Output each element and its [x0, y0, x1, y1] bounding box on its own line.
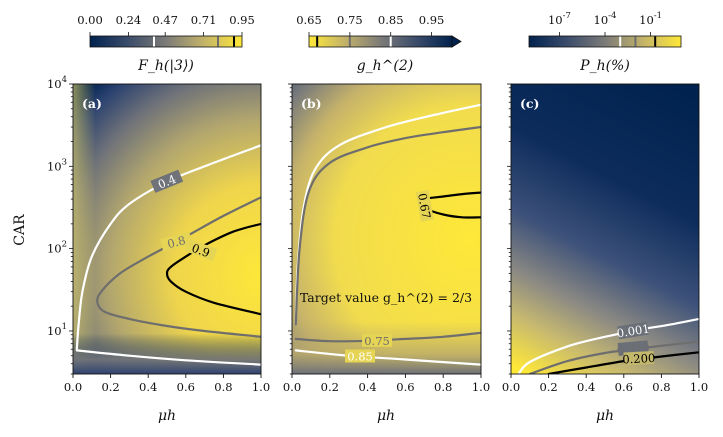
- y-axis-label: CAR: [12, 214, 28, 246]
- contour-label-bg: [362, 333, 393, 347]
- colorbar-tick-label: 0.85: [378, 13, 404, 27]
- contour-label-bg: [617, 321, 649, 340]
- colorbar-tick-label: 0.47: [152, 13, 178, 27]
- colorbar-tick-label: 0.71: [191, 13, 217, 27]
- panel-b-contours: 0.67 0.750.85: [294, 103, 481, 366]
- panel-b-heatmap: 0.67 0.750.85: [292, 84, 481, 374]
- contour-line-0-001: [517, 317, 699, 374]
- contour-line-0-85: [294, 349, 481, 366]
- x-tick-label-a: 0.8: [214, 380, 232, 394]
- x-tick-label-a: 0.4: [139, 380, 157, 394]
- colorbar-a-bar: [89, 35, 243, 48]
- x-tick-label-b: 0.6: [396, 380, 414, 394]
- panel-a-frame: [72, 83, 262, 375]
- y-tick-label: 104: [47, 75, 67, 91]
- panel-a-label: (a): [82, 96, 102, 111]
- contour-label: 0.9: [190, 241, 212, 260]
- colorbar-b-ticks: 0.65 0.75 0.85 0.95: [296, 13, 444, 36]
- colorbar-c-label: P_h(%): [579, 58, 630, 74]
- contour-line-0-75: [294, 125, 481, 326]
- y-tick-label: 103: [47, 157, 67, 173]
- x-tick-label-c: 0.8: [652, 380, 670, 394]
- colorbar-tick-label: 0.00: [77, 13, 103, 27]
- contour-line-0-200: [547, 351, 699, 374]
- contour-line-0-9: [165, 222, 261, 316]
- x-axis-label-b: μh: [377, 408, 395, 424]
- colorbar-a-label: F_h(|3⟩): [137, 58, 194, 74]
- axes: 0.0 0.2 0.4 0.6 0.8 1.0 0.0 0.2 0.4 0.6 0.8 1.0 0.0 0…: [47, 75, 708, 394]
- x-tick-label-a: 0.0: [64, 380, 82, 394]
- contour-label: 0.4: [156, 172, 178, 192]
- x-tick-label-c: 0.6: [615, 380, 633, 394]
- colorbar-tick-label: 10-7: [548, 11, 571, 27]
- contour-label-bg: [345, 349, 376, 363]
- panel-a-heatmap: 0.4 0.8 0.9: [73, 84, 261, 374]
- contour-label: 0.67: [415, 192, 433, 220]
- colorbar-a-marks: [153, 36, 235, 47]
- contour-line-0-67: [419, 191, 481, 201]
- colorbar-tick-label: 0.95: [419, 13, 445, 27]
- contour-label-bg: [415, 189, 434, 222]
- panel-c-fill: [511, 84, 699, 374]
- x-tick-label-a: 0.6: [177, 380, 195, 394]
- colorbar-a: 0.00 0.24 0.47 0.71 0.95 F_h(|3⟩): [77, 13, 255, 74]
- colorbar-c-ticks: 10-7 10-4 10-1: [548, 11, 662, 36]
- contour-label-bg: [623, 350, 655, 366]
- x-tick-label-c: 0.0: [502, 380, 520, 394]
- contour-label-bg: [184, 238, 218, 262]
- x-tick-label-b: 0.4: [358, 380, 376, 394]
- x-tick-label-a: 1.0: [252, 380, 270, 394]
- colorbar-b: 0.65 0.75 0.85 0.95 g_h^(2): [296, 13, 462, 74]
- colorbar-tick-label: 0.65: [296, 13, 322, 27]
- colorbar-c-marks: [619, 36, 657, 47]
- colorbar-tick-label: 10-1: [639, 11, 662, 27]
- colorbar-b-marks: [316, 36, 392, 47]
- colorbar-b-extend-arrow: [451, 35, 462, 48]
- contour-line-0-4: [75, 349, 261, 366]
- colorbar-b-label: g_h^(2): [357, 58, 414, 74]
- panel-a-contours: 0.4 0.8 0.9: [75, 144, 261, 366]
- contour-line-0-4: [75, 144, 261, 351]
- colorbar-tick-label: 0.95: [229, 13, 255, 27]
- x-axis-label-c: μh: [596, 408, 614, 424]
- colorbar-c: 10-7 10-4 10-1 P_h(%): [528, 11, 682, 74]
- panel-c-frame: [510, 83, 700, 375]
- x-tick-label-c: 0.4: [577, 380, 595, 394]
- panel-b-frame: [291, 83, 482, 375]
- x-tick-label-c: 1.0: [690, 380, 708, 394]
- x-tick-label-c: 0.2: [539, 380, 557, 394]
- panel-c-label: (c): [520, 96, 539, 111]
- x-tick-label-b: 0.2: [321, 380, 339, 394]
- y-tick-label: 102: [47, 240, 67, 256]
- colorbar-a-ticks: 0.00 0.24 0.47 0.71 0.95: [77, 13, 255, 36]
- colorbar-c-bar: [528, 35, 682, 48]
- x-tick-label-b: 1.0: [472, 380, 490, 394]
- colorbar-b-bar: [308, 35, 453, 48]
- colorbar-tick-label: 0.24: [116, 13, 142, 27]
- contour-label: 0.001: [616, 321, 651, 340]
- x-axis-label-a: μh: [158, 408, 176, 424]
- contour-label: 0.8: [166, 233, 187, 251]
- x-tick-label-b: 0.8: [434, 380, 452, 394]
- x-tick-label-b: 0.0: [283, 380, 301, 394]
- contour-label: 0.200: [622, 351, 656, 367]
- contour-label-bg: [160, 231, 193, 252]
- contour-label-bg: [150, 169, 184, 193]
- panel-a-bottom-fill: [73, 84, 261, 374]
- colorbar-tick-label: 10-4: [594, 11, 617, 27]
- panel-b-target-annotation: Target value g_h^(2) = 2/3: [300, 290, 472, 305]
- contour-label: 0.75: [364, 334, 390, 348]
- x-tick-label-a: 0.2: [101, 380, 119, 394]
- colorbar-tick-label: 0.75: [337, 13, 363, 27]
- panel-b-label: (b): [301, 96, 322, 111]
- contour-label: 0.85: [347, 349, 373, 363]
- y-tick-label: 101: [47, 322, 67, 338]
